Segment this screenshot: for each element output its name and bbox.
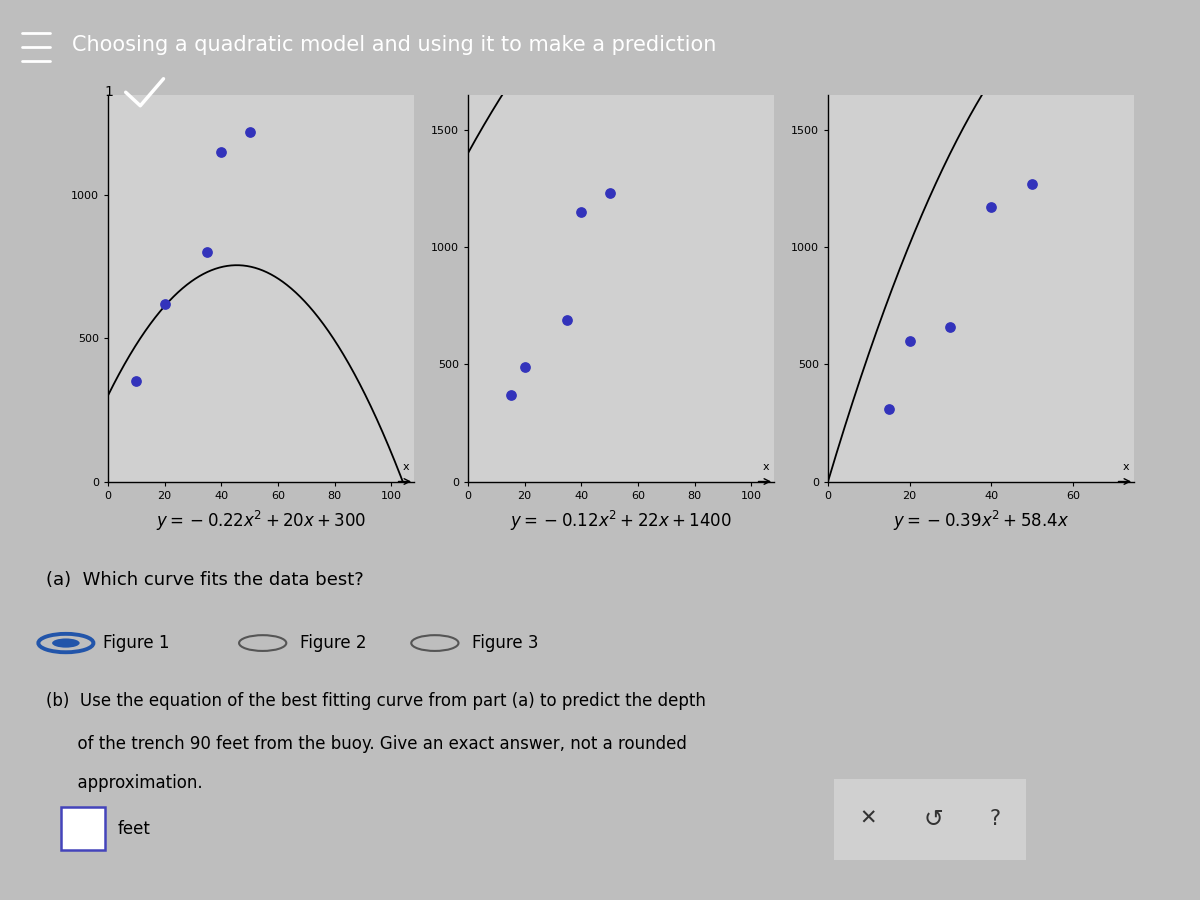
Text: ?: ? [990, 809, 1001, 829]
Text: Figure 3: Figure 3 [473, 634, 539, 652]
Text: feet: feet [118, 820, 151, 838]
Point [900, 334, 919, 348]
Text: $y=-0.39x^2+58.4x$: $y=-0.39x^2+58.4x$ [893, 508, 1069, 533]
Point [211, 145, 230, 159]
Point [127, 374, 146, 389]
Text: $y=-0.22x^2+20x+300$: $y=-0.22x^2+20x+300$ [156, 508, 366, 533]
Text: of the trench 90 feet from the buoy. Give an exact answer, not a rounded: of the trench 90 feet from the buoy. Giv… [46, 735, 688, 753]
FancyBboxPatch shape [61, 807, 106, 850]
Text: approximation.: approximation. [46, 774, 203, 793]
Point [240, 124, 259, 139]
Text: x: x [403, 462, 409, 472]
Text: Figure 1: Figure 1 [103, 634, 169, 652]
Point [600, 185, 619, 200]
Point [982, 200, 1001, 214]
Point [198, 245, 217, 259]
Text: 1: 1 [104, 86, 113, 100]
Text: (a)  Which curve fits the data best?: (a) Which curve fits the data best? [46, 571, 364, 589]
Text: x: x [1123, 462, 1129, 472]
Point [880, 401, 899, 416]
FancyBboxPatch shape [828, 776, 1032, 862]
Text: Choosing a quadratic model and using it to make a prediction: Choosing a quadratic model and using it … [72, 35, 716, 56]
Text: (b)  Use the equation of the best fitting curve from part (a) to predict the dep: (b) Use the equation of the best fitting… [46, 692, 706, 710]
Point [941, 320, 960, 334]
Point [155, 297, 174, 311]
Point [1022, 176, 1042, 191]
Point [571, 204, 590, 219]
Text: ↺: ↺ [924, 807, 943, 831]
Circle shape [52, 638, 79, 648]
Point [558, 312, 577, 327]
Text: Figure 2: Figure 2 [300, 634, 366, 652]
Text: x: x [763, 462, 769, 472]
Text: ✕: ✕ [860, 809, 877, 829]
Point [515, 359, 534, 374]
Text: $y=-0.12x^2+22x+1400$: $y=-0.12x^2+22x+1400$ [510, 508, 732, 533]
Point [500, 388, 520, 402]
